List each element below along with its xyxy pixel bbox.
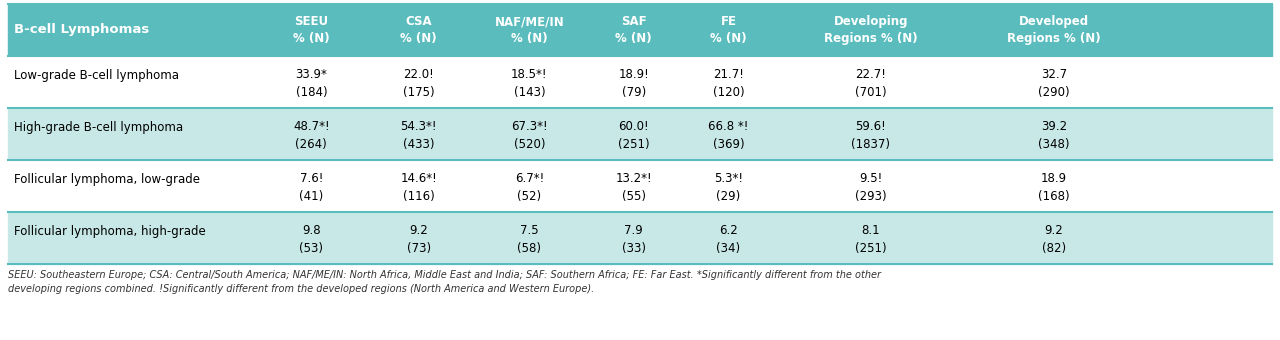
Text: CSA
% (N): CSA % (N)	[401, 15, 436, 45]
Text: (433): (433)	[403, 138, 434, 151]
Text: (120): (120)	[713, 86, 744, 99]
Bar	[8, 212, 1272, 264]
Text: (369): (369)	[713, 138, 744, 151]
Text: (29): (29)	[717, 190, 741, 203]
Text: (1837): (1837)	[851, 138, 890, 151]
Bar	[8, 108, 1272, 160]
Text: (168): (168)	[1038, 190, 1070, 203]
Text: 6.2: 6.2	[719, 224, 737, 237]
Text: NAF/ME/IN
% (N): NAF/ME/IN % (N)	[494, 15, 564, 45]
Text: 32.7: 32.7	[1041, 68, 1068, 81]
Text: 13.2*!: 13.2*!	[616, 172, 652, 185]
Text: (58): (58)	[517, 242, 541, 255]
Text: 67.3*!: 67.3*!	[511, 120, 548, 133]
Text: 33.9*: 33.9*	[296, 68, 328, 81]
Text: (52): (52)	[517, 190, 541, 203]
Text: (520): (520)	[513, 138, 545, 151]
Text: 18.5*!: 18.5*!	[511, 68, 548, 81]
Text: 7.9: 7.9	[625, 224, 643, 237]
Text: 59.6!: 59.6!	[855, 120, 886, 133]
Text: 66.8 *!: 66.8 *!	[708, 120, 749, 133]
Text: Developing
Regions % (N): Developing Regions % (N)	[824, 15, 918, 45]
Text: (290): (290)	[1038, 86, 1070, 99]
Text: 8.1: 8.1	[861, 224, 879, 237]
Text: (82): (82)	[1042, 242, 1066, 255]
Text: (53): (53)	[300, 242, 324, 255]
Text: 9.2: 9.2	[1044, 224, 1064, 237]
Text: 21.7!: 21.7!	[713, 68, 744, 81]
Text: (143): (143)	[513, 86, 545, 99]
Text: High-grade B-cell lymphoma: High-grade B-cell lymphoma	[14, 121, 183, 134]
Text: (701): (701)	[855, 86, 887, 99]
Text: Follicular lymphoma, low-grade: Follicular lymphoma, low-grade	[14, 173, 200, 186]
Bar	[8, 160, 1272, 212]
Text: 22.0!: 22.0!	[403, 68, 434, 81]
Text: (184): (184)	[296, 86, 328, 99]
Text: 48.7*!: 48.7*!	[293, 120, 330, 133]
Text: 18.9: 18.9	[1041, 172, 1068, 185]
Text: (348): (348)	[1038, 138, 1070, 151]
Text: (116): (116)	[403, 190, 435, 203]
Text: B-cell Lymphomas: B-cell Lymphomas	[14, 23, 150, 36]
Bar	[8, 56, 1272, 108]
Text: (251): (251)	[855, 242, 887, 255]
Text: FE
% (N): FE % (N)	[710, 15, 746, 45]
Text: 6.7*!: 6.7*!	[515, 172, 544, 185]
Text: SEEU: Southeastern Europe; CSA: Central/South America; NAF/ME/IN: North Africa, : SEEU: Southeastern Europe; CSA: Central/…	[8, 270, 881, 294]
Text: (73): (73)	[407, 242, 431, 255]
Text: (41): (41)	[300, 190, 324, 203]
Text: Low-grade B-cell lymphoma: Low-grade B-cell lymphoma	[14, 69, 179, 82]
Text: (33): (33)	[622, 242, 645, 255]
Text: 39.2: 39.2	[1041, 120, 1068, 133]
Text: 14.6*!: 14.6*!	[401, 172, 438, 185]
Text: (293): (293)	[855, 190, 887, 203]
Text: 18.9!: 18.9!	[618, 68, 649, 81]
Text: SAF
% (N): SAF % (N)	[616, 15, 652, 45]
Text: (55): (55)	[622, 190, 645, 203]
Text: (264): (264)	[296, 138, 328, 151]
Bar	[8, 4, 1272, 56]
Text: 7.6!: 7.6!	[300, 172, 323, 185]
Text: (34): (34)	[717, 242, 741, 255]
Text: (251): (251)	[618, 138, 649, 151]
Text: 9.5!: 9.5!	[859, 172, 882, 185]
Text: 9.2: 9.2	[410, 224, 429, 237]
Text: Developed
Regions % (N): Developed Regions % (N)	[1007, 15, 1101, 45]
Text: SEEU
% (N): SEEU % (N)	[293, 15, 330, 45]
Text: 5.3*!: 5.3*!	[714, 172, 742, 185]
Text: 54.3*!: 54.3*!	[401, 120, 436, 133]
Text: (79): (79)	[622, 86, 646, 99]
Text: 9.8: 9.8	[302, 224, 321, 237]
Text: Follicular lymphoma, high-grade: Follicular lymphoma, high-grade	[14, 225, 206, 238]
Text: (175): (175)	[403, 86, 435, 99]
Text: 7.5: 7.5	[520, 224, 539, 237]
Text: 60.0!: 60.0!	[618, 120, 649, 133]
Text: 22.7!: 22.7!	[855, 68, 886, 81]
